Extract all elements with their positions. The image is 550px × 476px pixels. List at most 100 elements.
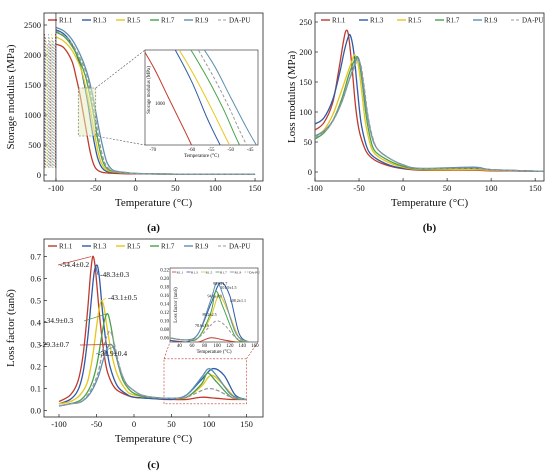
inset-x-tick-label: 160 <box>251 344 259 349</box>
y-tick-label: 0.3 <box>30 339 41 349</box>
x-tick-label: -100 <box>307 183 323 193</box>
peak-annotation: -29.3±0.7 <box>40 340 69 349</box>
inset-x-tick-label: -55 <box>208 148 215 153</box>
peak-annotation: -31.9±0.4 <box>98 349 127 358</box>
inset-x-tick-label: -45 <box>247 148 254 153</box>
inset-x-tick-label: 120 <box>226 344 234 349</box>
y-tick-label: 1500 <box>24 80 41 90</box>
inset-series-line-R1.1 <box>170 337 249 342</box>
series-line-R1.9 <box>58 343 247 407</box>
series-line-R1.7 <box>315 55 544 173</box>
panel-legend-label-R1.1: R1.1 <box>59 16 73 24</box>
y-tick-label: 2000 <box>24 50 41 60</box>
zoom-connector <box>163 341 171 359</box>
panel-legend-label-R1.5: R1.5 <box>127 242 141 250</box>
x-tick-label: 150 <box>249 183 262 193</box>
zoom-region <box>77 87 97 137</box>
inset-y-tick-label: 0.14 <box>160 302 169 307</box>
y-tick-label: 100 <box>299 107 312 117</box>
series-line-R1.1 <box>315 29 544 173</box>
peak-annotation-arrow <box>79 344 110 346</box>
inset-x-tick-label: 140 <box>239 344 247 349</box>
panel-label: (b) <box>423 222 437 234</box>
x-tick-label: 0 <box>132 419 136 429</box>
inset-x-tick-label: 100 <box>213 344 221 349</box>
x-tick-label: 100 <box>485 183 498 193</box>
inset-frame <box>144 49 259 146</box>
inset-peak-annotation: 89.2±2.5 <box>202 312 216 317</box>
x-tick-label: 0 <box>133 183 137 193</box>
inset-legend-label-R1.7: R1.7 <box>220 271 227 275</box>
plot-frame <box>43 12 264 182</box>
panel-legend-label-DA-PU: DA-PU <box>229 242 250 250</box>
panel-legend-label-R1.3: R1.3 <box>93 242 107 250</box>
panel-legend-label-R1.7: R1.7 <box>446 16 460 24</box>
x-tick-label: 100 <box>203 419 216 429</box>
zoom-connector <box>95 135 146 146</box>
inset-series-line-DA-PU <box>170 320 249 342</box>
x-tick-label: 50 <box>171 183 180 193</box>
inset-x-tick-label: 60 <box>190 344 196 349</box>
inset-x-tick-label: -70 <box>149 148 156 153</box>
inset-y-label: Storage modulus (MPa) <box>147 66 152 114</box>
inset-y-tick-label: 0.22 <box>160 269 169 274</box>
inset-c: 40 60 80 100 120 140 160 0.06 0.08 0.10 0.12 0.14 0.… <box>160 267 260 355</box>
y-tick-label: 0.7 <box>30 252 41 262</box>
inset-series <box>170 282 249 342</box>
x-axis-label: Temperature (°C) <box>391 197 469 209</box>
y-tick-label: 500 <box>28 140 41 150</box>
x-tick-label: -50 <box>353 183 364 193</box>
y-axis-label: Loss modulus (MPa) <box>286 51 298 144</box>
inset-x-tick-label: 40 <box>177 344 183 349</box>
series-group <box>58 255 247 407</box>
panel-legend-label-R1.7: R1.7 <box>161 16 175 24</box>
peak-annotation: -43.1±0.5 <box>108 293 137 302</box>
panel-legend-label-R1.3: R1.3 <box>370 16 384 24</box>
panel-legend-label-R1.9: R1.9 <box>484 16 498 24</box>
inset-x-tick-label: 80 <box>202 344 208 349</box>
panel-legend-label-DA-PU: DA-PU <box>522 16 543 24</box>
series-group <box>55 26 256 176</box>
inset-peak-annotation: 98.9±1.7 <box>213 281 227 286</box>
y-tick-label: 0 <box>308 167 312 177</box>
plot-frame <box>314 12 545 182</box>
x-tick-label: -100 <box>48 183 64 193</box>
inset-a: -70 -60 -55 -50 -45 1000 Temperature (°C) Stora… <box>144 49 259 159</box>
y-tick-label: 1000 <box>24 110 41 120</box>
inset-series-line-R1.3 <box>170 282 249 342</box>
x-tick-label: -50 <box>91 419 102 429</box>
panel-label: (c) <box>147 459 160 471</box>
inset-y-tick-label: 1000 <box>155 102 166 107</box>
y-tick-label: 0 <box>37 170 41 180</box>
series-line-R1.1 <box>58 255 247 403</box>
inset-y-tick-label: 0.18 <box>160 286 169 291</box>
inset-legend-label-DA-PU: DA-PU <box>249 271 260 275</box>
inset-frame <box>169 267 259 343</box>
inset-peak-annotation: 108.2±1.1 <box>230 298 246 303</box>
peak-annotation: -54.4±0.2 <box>60 260 89 269</box>
series-line-R1.1 <box>55 43 256 176</box>
y-axis-label: Loss factor (tanδ) <box>5 289 17 367</box>
inset-y-label: Loss factor (tanδ) <box>174 287 179 323</box>
panel-legend-label-R1.9: R1.9 <box>195 242 209 250</box>
panel-legend-label-DA-PU: DA-PU <box>229 16 250 24</box>
y-tick-label: 0.4 <box>30 318 41 328</box>
zoom-region <box>163 358 247 405</box>
inset-y-tick-label: 0.08 <box>160 328 169 333</box>
inset-y-tick-label: 0.12 <box>160 311 169 316</box>
panel-legend-label-R1.1: R1.1 <box>59 242 73 250</box>
x-tick-label: -100 <box>51 419 67 429</box>
x-tick-label: 50 <box>443 183 452 193</box>
series-line-DA-PU <box>315 60 544 173</box>
panel-label: (a) <box>147 222 160 234</box>
inset-legend-label-R1.5: R1.5 <box>206 271 213 275</box>
y-axis-label: Storage modulus (MPa) <box>5 44 17 149</box>
panel-c: -100 -50 0 50 100 150 0.0 0.1 0.2 0.3 0.4 0.5 0.6 0.7… <box>5 238 264 471</box>
y-tick-label: 0.0 <box>30 405 41 415</box>
x-tick-label: 50 <box>167 419 176 429</box>
series-line-R1.5 <box>58 299 247 405</box>
panel-legend-label-R1.1: R1.1 <box>332 16 346 24</box>
y-tick-label: 0.2 <box>30 361 41 371</box>
inset-peak-annotation: 101.9±1.5 <box>220 285 236 290</box>
